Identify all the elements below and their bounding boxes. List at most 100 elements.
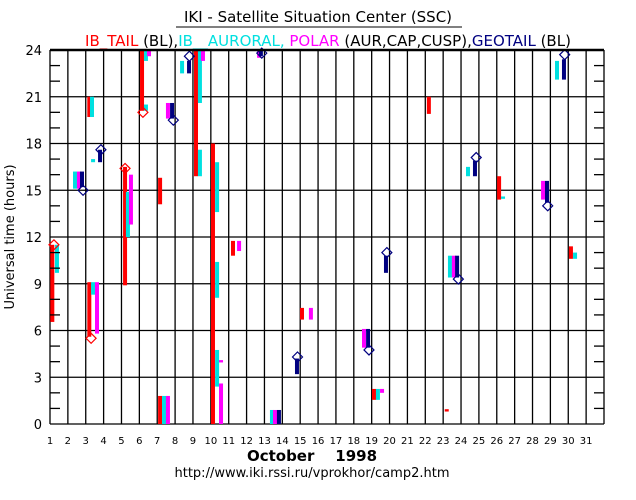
y-tick-label: 9 (34, 278, 42, 293)
bar-ib-tail (372, 388, 377, 400)
x-tick-label: 26 (490, 436, 503, 447)
bar-polar (128, 174, 133, 225)
x-tick-label: 12 (240, 436, 253, 447)
diamond-marker (381, 246, 393, 259)
bar-ib-tail (426, 96, 431, 114)
bar-ib-auroral (447, 255, 452, 278)
bar-geotail (276, 409, 281, 424)
bar-polar (361, 328, 366, 348)
bar-ib-auroral (573, 252, 578, 259)
bar-polar (380, 388, 385, 393)
bar-ib-auroral (73, 171, 78, 189)
diamond-marker (363, 344, 375, 356)
y-tick-label: 21 (25, 91, 42, 106)
x-tick-label: 3 (83, 436, 89, 447)
legend-entry: (BL), (138, 32, 178, 50)
bar-polar (237, 240, 242, 252)
bar-geotail (455, 255, 460, 278)
x-tick-label: 10 (204, 436, 217, 447)
bar-ib-auroral (269, 409, 274, 424)
bar-ib-auroral (91, 159, 96, 163)
bar-ib-tail (50, 244, 55, 322)
diamond-marker (95, 143, 107, 156)
diamond-marker (452, 273, 465, 285)
diamond-marker (85, 332, 97, 345)
x-tick-label: 2 (65, 436, 71, 447)
bar-geotail (561, 59, 566, 80)
bar-ib-tail (230, 240, 235, 256)
bar-ib-tail (194, 50, 199, 177)
bar-polar (541, 180, 546, 200)
x-tick-label: 29 (544, 436, 557, 447)
x-tick-label: 23 (437, 436, 450, 447)
diamond-marker (470, 151, 483, 164)
x-tick-label: 22 (419, 436, 432, 447)
bar-geotail (79, 171, 84, 188)
bar-geotail (170, 102, 175, 119)
diamond-marker (255, 47, 268, 59)
y-tick-label: 18 (25, 138, 42, 153)
y-tick-label: 3 (34, 371, 42, 386)
bar-polar (219, 360, 224, 363)
bar-ib-tail (87, 282, 92, 337)
bar-ib-auroral (54, 244, 59, 273)
x-tick-label: 11 (222, 436, 235, 447)
data-bars (50, 50, 578, 424)
diamond-marker (291, 351, 304, 363)
x-tick-label: 28 (526, 436, 539, 447)
diamond-marker (183, 50, 196, 63)
legend-entry: (AUR,CAP,CUSP), (340, 32, 472, 50)
bar-ib-auroral (91, 282, 96, 295)
legend-entry: POLAR (285, 32, 340, 50)
bar-ib-auroral (180, 60, 185, 74)
bar-ib-tail (444, 409, 449, 412)
x-tick-label: 14 (276, 436, 289, 447)
legend-entry: (BL) (536, 32, 571, 50)
legend-entry: IB__AURORAL, (178, 32, 284, 51)
bar-polar (76, 171, 81, 189)
x-tick-label: 31 (580, 436, 593, 447)
bar-ib-auroral (125, 191, 130, 237)
diamond-marker (48, 238, 60, 251)
x-axis-label: October 1998 (247, 447, 377, 465)
diamond-marker (558, 48, 571, 61)
x-tick-label: 20 (383, 436, 396, 447)
bar-ib-auroral (501, 196, 506, 199)
bar-ib-auroral (143, 50, 148, 61)
data-markers (48, 47, 571, 363)
y-tick-label: 12 (25, 231, 42, 246)
bar-polar (147, 50, 152, 57)
bar-ib-auroral (215, 349, 220, 387)
x-tick-label: 1 (47, 436, 53, 447)
bar-geotail (544, 180, 549, 203)
bar-ib-auroral (197, 50, 202, 103)
bar-ib-auroral (215, 261, 220, 298)
bar-ib-tail (123, 166, 128, 286)
bar-ib-tail (210, 143, 215, 424)
bar-polar (451, 255, 456, 278)
x-tick-label: 16 (312, 436, 325, 447)
legend-entry: GEOTAIL (472, 32, 537, 50)
x-tick-label: 15 (294, 436, 307, 447)
bar-ib-tail (568, 246, 573, 259)
bar-polar (95, 282, 100, 334)
footer-url: http://www.iki.rssi.ru/vprokhor/camp2.ht… (175, 466, 450, 481)
x-tick-label: 7 (154, 436, 160, 447)
bar-polar (219, 383, 224, 424)
x-tick-label: 25 (473, 436, 486, 447)
bar-ib-auroral (89, 96, 94, 118)
bar-geotail (187, 60, 192, 74)
bar-ib-auroral (215, 162, 220, 213)
bar-ib-tail (158, 177, 163, 205)
bar-ib-auroral (197, 149, 202, 177)
bar-ib-tail (299, 307, 304, 320)
bar-geotail (258, 50, 263, 57)
x-tick-label: 8 (172, 436, 178, 447)
bar-geotail (98, 149, 103, 163)
y-axis-label: Universal time (hours) (3, 164, 18, 309)
x-tick-label: 18 (347, 436, 360, 447)
x-tick-label: 13 (258, 436, 271, 447)
bar-polar (308, 307, 313, 320)
y-tick-label: 24 (25, 44, 42, 59)
x-tick-label: 6 (136, 436, 142, 447)
